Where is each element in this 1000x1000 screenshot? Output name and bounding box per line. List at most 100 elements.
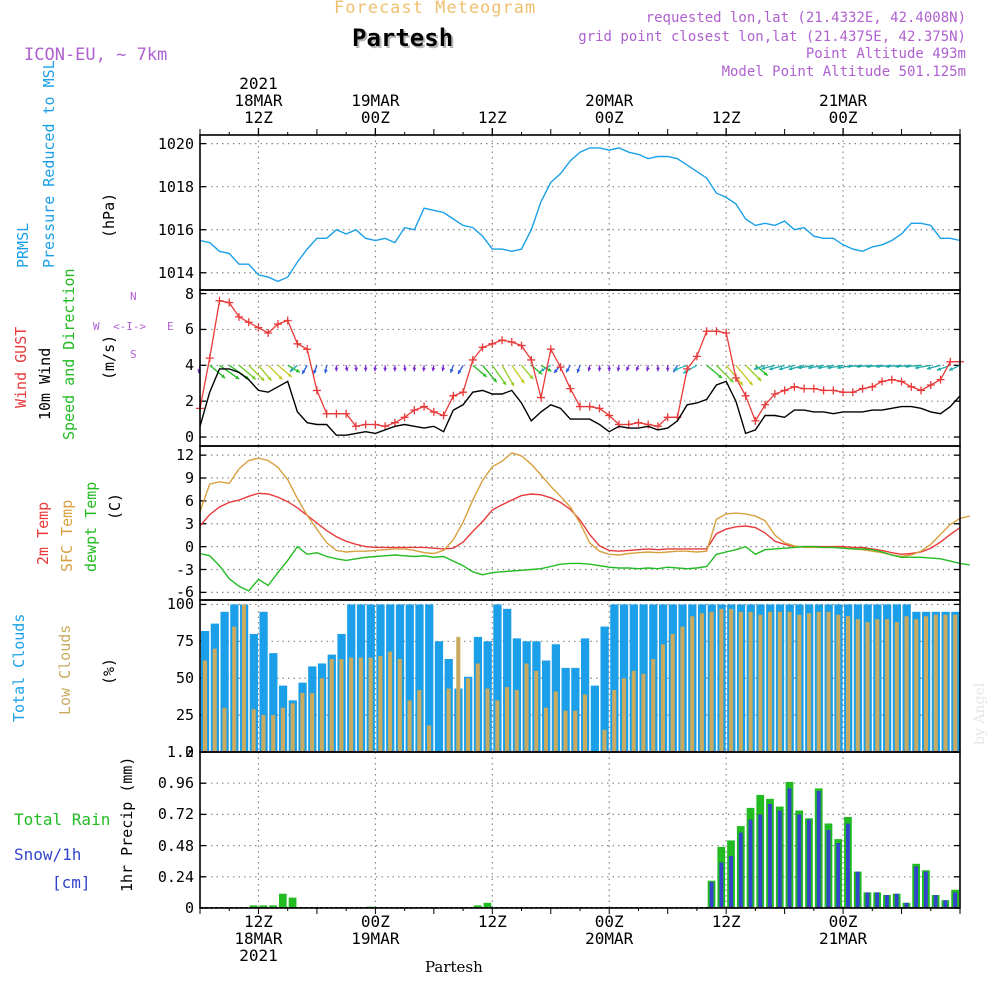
snow-bar (738, 832, 743, 908)
low-cloud-bar (446, 688, 451, 752)
low-cloud-bar (417, 690, 422, 752)
wind-arrow-head (295, 368, 300, 373)
gust-marker (420, 402, 429, 411)
low-cloud-bar (826, 611, 831, 752)
low-cloud-bar (699, 613, 704, 752)
gust-marker (556, 363, 565, 372)
low-cloud-bar (816, 611, 821, 752)
wind-arrow-head (645, 367, 650, 372)
rain-legend: Total Rain (14, 810, 111, 829)
low-cloud-bar (407, 700, 412, 752)
gust-marker (527, 355, 536, 364)
time-label-bottom: 21MAR (818, 929, 868, 948)
total-cloud-bar (561, 667, 570, 752)
low-cloud-bar (641, 673, 646, 752)
total-cloud-bar (610, 604, 619, 752)
low-cloud-bar (807, 613, 812, 752)
gust-marker (926, 381, 935, 390)
gust-marker (576, 402, 584, 411)
wind-arrow-head (761, 366, 766, 370)
snow-bar (894, 893, 899, 908)
gust-marker (741, 391, 750, 400)
wind-direction-arrow (482, 364, 498, 383)
wind-arrow-head (287, 373, 292, 377)
wind-arrow-head (866, 364, 870, 369)
wind-arrow-head (753, 366, 758, 371)
wind-arrow-head (607, 367, 612, 372)
gust-marker (566, 384, 575, 393)
pressure-ylabel: PRMSL (14, 222, 32, 268)
wind-arrow-head (674, 367, 678, 371)
rain-bar (473, 905, 482, 908)
snow-bar (884, 895, 889, 908)
low-cloud-bar (943, 614, 948, 752)
pressure-line (199, 147, 961, 283)
low-cloud-bar (241, 604, 246, 752)
wind-direction-arrow (491, 364, 507, 386)
wind-arrow-head (665, 367, 670, 372)
low-cloud-bar (222, 707, 227, 752)
wind-arrow-head (656, 367, 660, 372)
wind-arrow-head (757, 377, 762, 381)
wind-arrow-head (846, 364, 851, 369)
low-cloud-bar (349, 657, 354, 752)
wind-arrow-head (421, 367, 426, 372)
y-tick-label: 1016 (157, 220, 194, 239)
y-tick-label: -3 (175, 560, 194, 579)
wind-arrow-head (482, 373, 487, 377)
compass-south: S (130, 348, 137, 361)
gust-marker (907, 382, 916, 391)
snow-bar (719, 862, 724, 908)
wind-arrow-head (554, 369, 558, 373)
low-cloud-bar (738, 611, 743, 752)
low-cloud-bar (456, 636, 461, 752)
gust-marker (244, 318, 253, 327)
wind-arrow-head (510, 382, 515, 387)
panel-frame (199, 751, 961, 909)
snow-bar (787, 788, 792, 908)
wind-arrow-head (354, 367, 359, 372)
low-cloud-bar (680, 626, 685, 752)
low-cloud-bar (251, 709, 256, 752)
gust-marker (868, 382, 877, 391)
low-cloud-bar (875, 619, 880, 752)
wind-direction-arrow (725, 364, 744, 386)
low-cloud-bar (953, 614, 958, 752)
wind-direction-arrow (238, 364, 257, 380)
low-cloud-bar (748, 611, 753, 752)
wind-direction-arrow (715, 364, 734, 383)
wind-arrow-head (895, 364, 900, 369)
compass-north: N (130, 290, 137, 303)
wind-arrow-head (769, 366, 774, 371)
gust-marker (478, 343, 487, 352)
gust-marker (839, 388, 848, 397)
total-cloud-bar (259, 611, 268, 752)
total-cloud-bar (600, 626, 609, 752)
gust-marker (683, 364, 692, 373)
wind-arrow-head (502, 380, 507, 385)
gust-marker (595, 404, 604, 413)
wind-arrow-head (529, 375, 534, 380)
requested-coords: requested lon,lat (21.4332E, 42.4008N) (645, 10, 966, 26)
wind-arrow-head (576, 368, 581, 373)
snow-bar (826, 830, 831, 908)
low-cloud-bar (514, 690, 519, 752)
gust-marker (537, 393, 546, 402)
gust-marker (751, 416, 760, 425)
wind-direction-arrow (501, 364, 515, 387)
total-cloud-bar (542, 660, 551, 752)
gust-marker (429, 407, 438, 416)
gust-marker (273, 320, 282, 329)
wind-arrow-head (798, 365, 802, 370)
wind-arrow-head (458, 369, 462, 374)
snow-bar (943, 900, 948, 908)
low-cloud-bar (563, 710, 568, 752)
wind-arrow-head (807, 365, 812, 370)
y-tick-label: 3 (184, 514, 194, 533)
wind-arrow-head (566, 368, 570, 373)
wind-arrow-head (221, 374, 226, 379)
gust-marker (887, 375, 896, 384)
low-cloud-bar (690, 616, 695, 752)
low-cloud-bar (466, 678, 471, 752)
wind-arrow-head (302, 369, 306, 374)
